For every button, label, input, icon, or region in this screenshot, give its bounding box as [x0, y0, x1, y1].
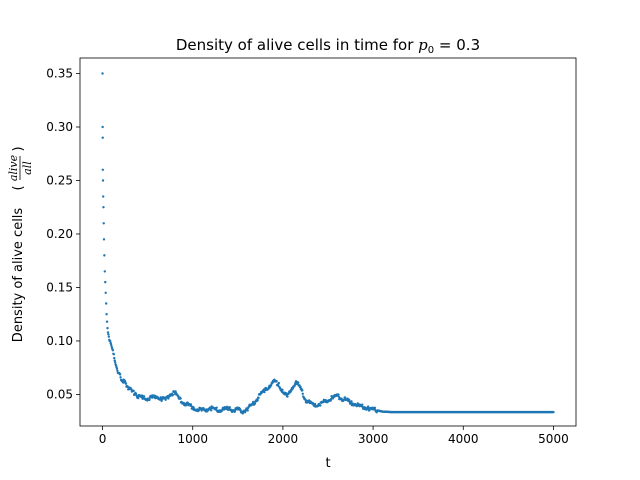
data-point [246, 409, 249, 412]
data-point [257, 396, 260, 399]
data-point [104, 302, 108, 305]
data-point [101, 179, 105, 182]
data-point [106, 331, 110, 334]
data-point [111, 349, 115, 352]
data-point [361, 403, 364, 406]
data-point [104, 280, 107, 284]
x-tick-label: 1000 [177, 432, 208, 446]
data-point [275, 380, 278, 383]
chart-title: Density of alive cells in time for p0 = … [176, 36, 480, 56]
data-point [119, 376, 122, 379]
axes-frame [79, 57, 577, 427]
data-point [102, 222, 105, 225]
data-point [347, 398, 351, 402]
data-point [130, 388, 133, 391]
data-point [132, 389, 135, 393]
data-point [113, 356, 116, 360]
y-tick-label: 0.35 [46, 67, 73, 81]
data-point [179, 397, 182, 400]
data-point [112, 353, 116, 356]
data-point [116, 369, 119, 372]
data-point [105, 313, 108, 316]
data-point [103, 254, 106, 257]
data-point [281, 388, 284, 392]
y-tick-label: 0.25 [46, 173, 73, 187]
data-point [101, 136, 104, 139]
data-point [107, 333, 110, 336]
data-point [102, 238, 106, 241]
data-point [350, 400, 353, 403]
data-point [142, 395, 146, 398]
data-point [101, 72, 104, 75]
data-point [104, 291, 107, 295]
y-tick-label: 0.05 [46, 387, 73, 401]
data-point [319, 404, 322, 407]
data-point [215, 406, 218, 409]
data-point [340, 397, 343, 400]
y-axis-ticks: 0.05 0.10 0.15 0.20 0.25 0.30 0.35 [46, 67, 80, 401]
data-point [109, 343, 113, 346]
y-axis-label-paren-right: ) [11, 146, 26, 151]
x-tick-label: 5000 [538, 432, 569, 446]
data-point [299, 385, 302, 389]
data-point [373, 406, 377, 410]
data-point [368, 409, 371, 412]
data-point [184, 404, 188, 407]
data-point [148, 398, 151, 402]
data-point [113, 361, 117, 364]
scatter-points [101, 72, 555, 415]
data-point [107, 335, 111, 338]
y-axis-label-paren-left: ( [11, 185, 26, 190]
data-point [286, 395, 289, 398]
data-point [277, 381, 281, 385]
data-point [552, 410, 555, 414]
data-point [101, 168, 105, 171]
data-point [106, 326, 109, 330]
data-point [343, 396, 347, 399]
data-point [256, 398, 259, 402]
data-point [103, 270, 107, 273]
x-tick-label: 4000 [448, 432, 479, 446]
data-point [228, 405, 231, 409]
y-tick-label: 0.20 [46, 227, 73, 241]
data-point [109, 339, 112, 343]
x-tick-label: 0 [99, 432, 107, 446]
x-tick-label: 3000 [358, 432, 389, 446]
data-point [105, 320, 109, 323]
x-axis-ticks: 0 1000 2000 3000 4000 5000 [99, 426, 569, 446]
y-axis-label-text: Density of alive cells [11, 208, 26, 343]
y-tick-label: 0.15 [46, 280, 73, 294]
data-point [101, 125, 104, 129]
data-point [263, 390, 266, 394]
data-point [101, 195, 105, 198]
y-tick-label: 0.30 [46, 120, 73, 134]
x-tick-label: 2000 [268, 432, 299, 446]
data-point [301, 392, 304, 395]
data-point [124, 382, 128, 385]
data-point [115, 367, 119, 370]
data-point [233, 409, 237, 412]
data-point [337, 393, 340, 396]
data-point [102, 206, 105, 209]
y-axis-label-numerator: alive [7, 154, 20, 181]
data-point [171, 393, 175, 397]
data-point [251, 400, 255, 404]
data-point [118, 373, 122, 376]
data-point [301, 389, 304, 392]
data-point [297, 381, 300, 384]
x-axis-label: t [325, 456, 330, 471]
y-tick-label: 0.10 [46, 334, 73, 348]
data-point [210, 409, 213, 412]
y-axis-label-denominator: all [21, 161, 34, 175]
data-point [164, 398, 167, 401]
y-axis-label: Density of alive cells ( alive all ) [7, 146, 34, 342]
data-point [167, 397, 170, 400]
